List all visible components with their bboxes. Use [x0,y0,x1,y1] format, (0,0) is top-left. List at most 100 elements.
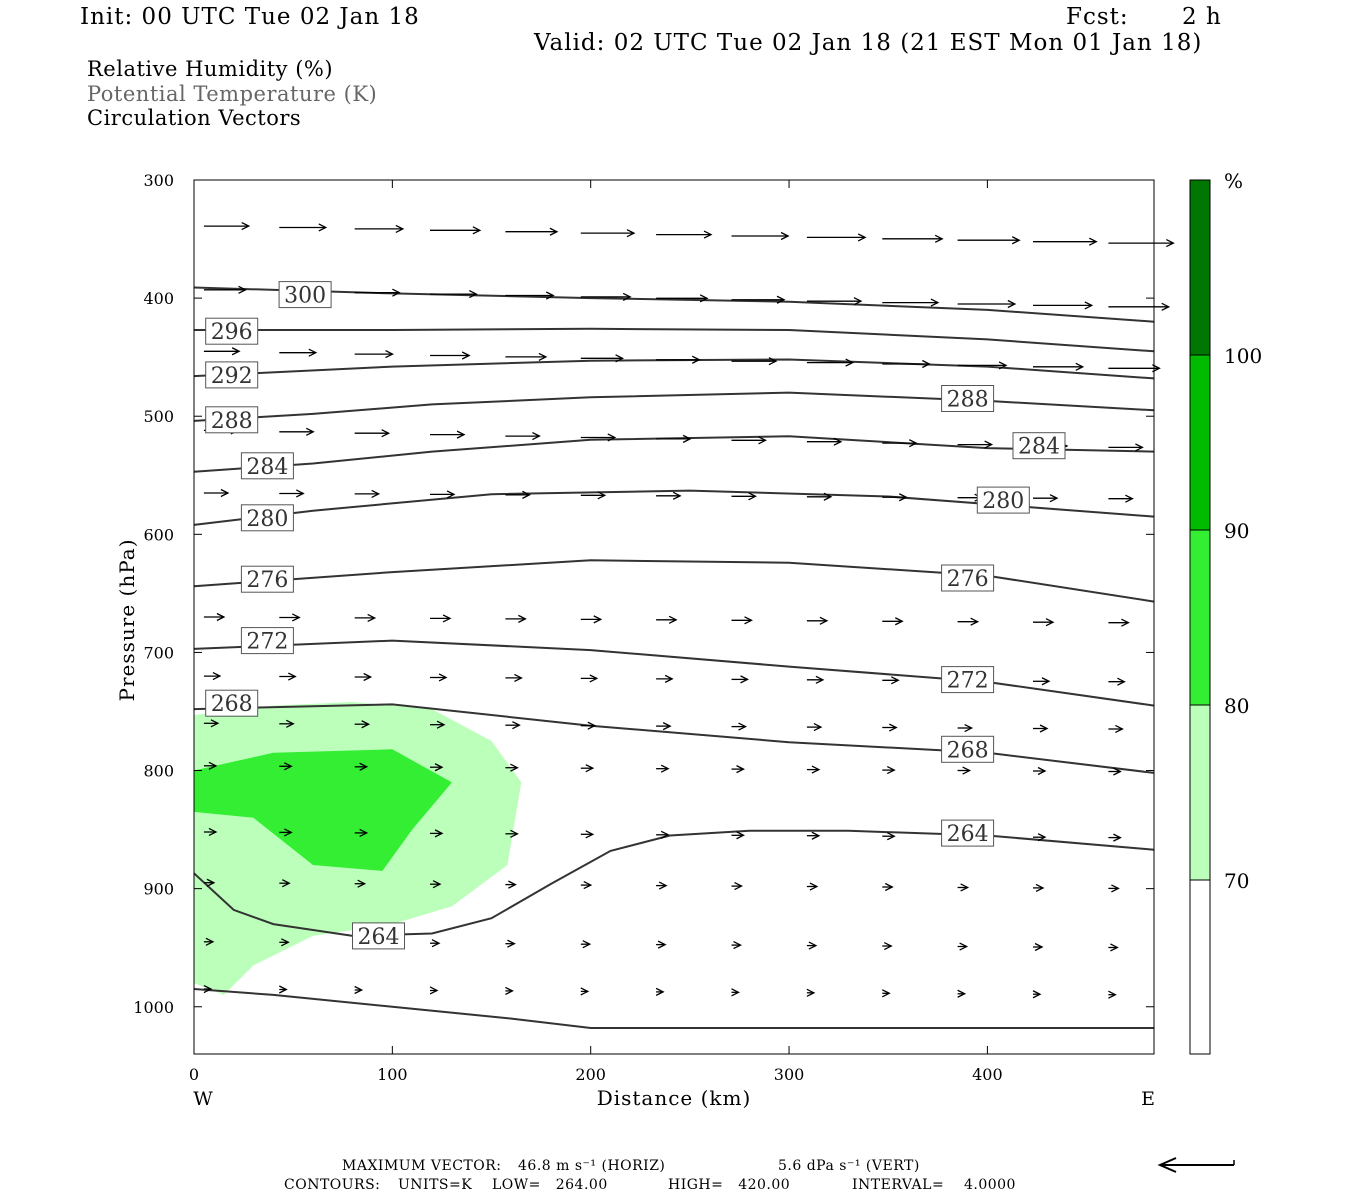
circulation-vector [806,616,829,625]
colorbar: 70 80 90 100 [1189,179,1262,1055]
circulation-vector [279,489,305,498]
circulation-vector [580,674,599,683]
circulation-vector [505,829,519,838]
rh-area-80 [194,749,452,871]
circulation-vector [656,674,674,683]
contours-interval: INTERVAL= 4.0000 [852,1177,1016,1193]
theta-contour-272 [193,639,1155,707]
axis-ticks: 0 100 200 300 400 300 400 500 600 700 800 900 1000 [133,171,1154,1084]
circulation-vector [279,427,315,436]
contour-label-272: 272 [246,630,288,655]
circulation-vector [354,879,367,888]
circulation-vector [429,986,439,995]
circulation-vector [354,828,369,837]
circulation-vector [430,351,471,360]
circulation-vector [806,882,819,891]
y-tick-label: 1000 [133,998,174,1017]
contour-label-300: 300 [284,284,326,309]
circulation-vector [882,882,894,892]
x-tick-label: 200 [575,1065,606,1084]
circulation-vector [806,941,818,950]
circulation-vector [1108,990,1117,999]
circulation-vector [580,987,590,996]
contour-label-box [240,504,294,532]
circulation-vector [279,828,293,837]
circulation-vector [505,721,521,730]
circulation-vector [1033,724,1049,733]
circulation-vector [1032,990,1042,999]
legend-rh: Relative Humidity (%) [87,57,334,81]
circulation-vector [430,829,444,838]
circulation-vector [505,986,514,996]
circulation-vector [957,617,980,626]
y-tick-label: 500 [143,407,174,426]
circulation-vector [203,719,220,728]
circulation-vector [882,439,918,448]
circulation-vector [656,355,701,364]
circulation-vector [279,613,301,622]
contour-label-box [976,486,1030,514]
circulation-vector [203,612,226,622]
contours-label: CONTOURS: [284,1177,381,1193]
circulation-vector [882,832,896,841]
circulation-vector [882,941,893,951]
init-time: Init: 00 UTC Tue 02 Jan 18 [80,4,420,30]
colorbar-segment [1189,529,1211,706]
max-vector-horiz: 46.8 m s⁻¹ (HORIZ) [518,1158,666,1174]
circulation-vector [279,879,291,888]
circulation-vector [580,354,625,363]
circulation-vector [505,291,555,300]
circulation-vector [580,292,632,302]
circulation-vector [655,987,665,996]
circulation-vector [656,434,692,443]
circulation-vector [957,361,1008,370]
contour-label-276: 276 [947,567,989,592]
theta-contour-292 [193,358,1155,380]
colorbar-level-label: 80 [1224,694,1249,718]
circulation-vector [1033,362,1085,371]
theta-contour-268 [193,703,1155,774]
circulation-vector [806,233,867,242]
x-end-label: E [1141,1088,1155,1110]
circulation-vector [957,723,974,733]
circulation-vector [1108,884,1120,893]
x-axis-title: Distance (km) [597,1086,752,1110]
y-axis-title: Pressure (hPa) [115,539,139,702]
contour-label-box [1012,432,1066,460]
circulation-vector [1033,833,1047,842]
circulation-vector [430,673,448,682]
contours-low: LOW= 264.00 [492,1177,608,1193]
circulation-vector [1108,724,1124,734]
contours-units: UNITS=K [398,1177,473,1193]
contour-label-box [941,564,995,592]
circulation-vector [580,721,597,730]
valid-time: Valid: 02 UTC Tue 02 Jan 18 (21 EST Mon … [534,30,1203,56]
contour-label-box [941,735,995,763]
circulation-vector [203,827,218,837]
circulation-vector [731,988,740,997]
circulation-vector [354,985,364,995]
contour-label-box [205,317,259,345]
circulation-vector [957,989,967,998]
circulation-vector [731,295,786,304]
legend-vectors: Circulation Vectors [87,106,302,130]
x-tick-label: 0 [189,1065,199,1084]
circulation-vector [806,831,821,840]
contour-label-272: 272 [947,669,989,694]
circulation-vector [505,939,516,948]
circulation-vector [656,230,713,239]
circulation-vector [580,491,607,500]
circulation-vector [806,492,833,501]
circulation-vector [806,675,825,684]
circulation-vector [279,348,318,357]
contour-label-264: 264 [947,822,989,847]
circulation-vector [957,883,970,892]
circulation-vector [731,675,749,684]
circulation-vector [354,720,371,729]
circulation-vector [731,722,747,731]
contour-label-box [278,281,332,309]
circulation-vector [882,723,898,732]
vector-layer [203,221,1175,999]
colorbar-segment [1189,879,1211,1055]
